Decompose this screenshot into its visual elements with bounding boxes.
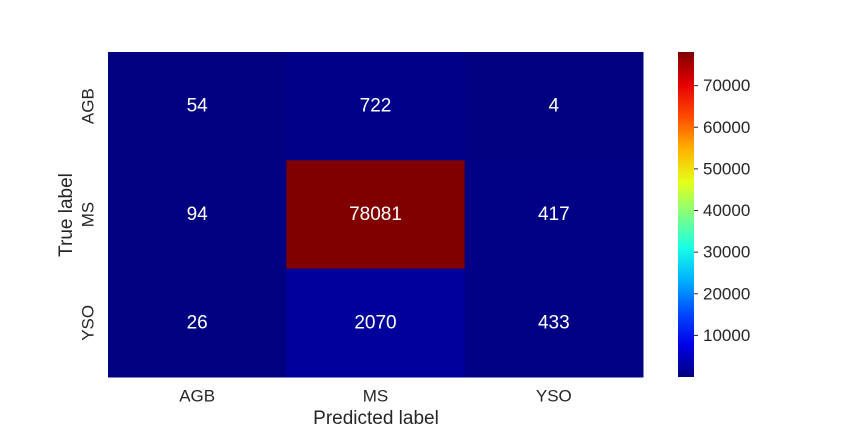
colorbar-tick-label: 10000 (703, 326, 750, 345)
x-tick-labels: AGB MS YSO (179, 387, 572, 406)
cell-value-label: 4 (549, 96, 560, 117)
colorbar-tick-label: 20000 (703, 284, 750, 303)
cell-value-label: 722 (360, 96, 392, 117)
heatmap-cell-ms-yso (464, 160, 644, 270)
x-tick-label: MS (363, 387, 389, 406)
x-tick-label: YSO (536, 387, 572, 406)
heatmap-cell-agb-yso (464, 52, 644, 161)
y-axis-label: True label (56, 173, 77, 257)
x-axis-label: Predicted label (313, 408, 439, 429)
cell-value-label: 417 (538, 204, 570, 225)
heatmap-cell-yso-agb (108, 268, 287, 378)
heatmap-cell-agb-agb (108, 52, 287, 161)
cell-value-label: 26 (187, 312, 208, 333)
cell-value-label: 2070 (354, 312, 396, 333)
heatmap-cells (108, 52, 644, 378)
cell-value-label: 78081 (349, 204, 402, 225)
heatmap-cell-ms-ms (286, 160, 466, 270)
cell-annotations: 54 722 4 94 78081 417 26 2070 433 (187, 96, 570, 334)
heatmap-cell-ms-agb (108, 160, 287, 270)
cell-value-label: 94 (187, 204, 209, 225)
y-tick-label: MS (79, 202, 98, 228)
colorbar-tick-label: 60000 (703, 118, 750, 137)
heatmap-cell-agb-ms (286, 52, 466, 161)
y-tick-label: AGB (79, 88, 98, 124)
y-tick-labels: AGB MS YSO (79, 88, 98, 341)
cell-value-label: 54 (187, 96, 209, 117)
colorbar-ticks: 10000 20000 30000 40000 50000 60000 70000 (694, 76, 750, 345)
heatmap-cell-yso-yso (464, 268, 644, 378)
y-tick-label: YSO (79, 305, 98, 341)
colorbar-tick-label: 30000 (703, 243, 750, 262)
colorbar (678, 52, 694, 377)
heatmap-cell-yso-ms (286, 268, 466, 378)
colorbar-tick-label: 40000 (703, 201, 750, 220)
colorbar-tick-label: 50000 (703, 159, 750, 178)
colorbar-tick-label: 70000 (703, 76, 750, 95)
cell-value-label: 433 (538, 312, 570, 333)
x-tick-label: AGB (179, 387, 215, 406)
